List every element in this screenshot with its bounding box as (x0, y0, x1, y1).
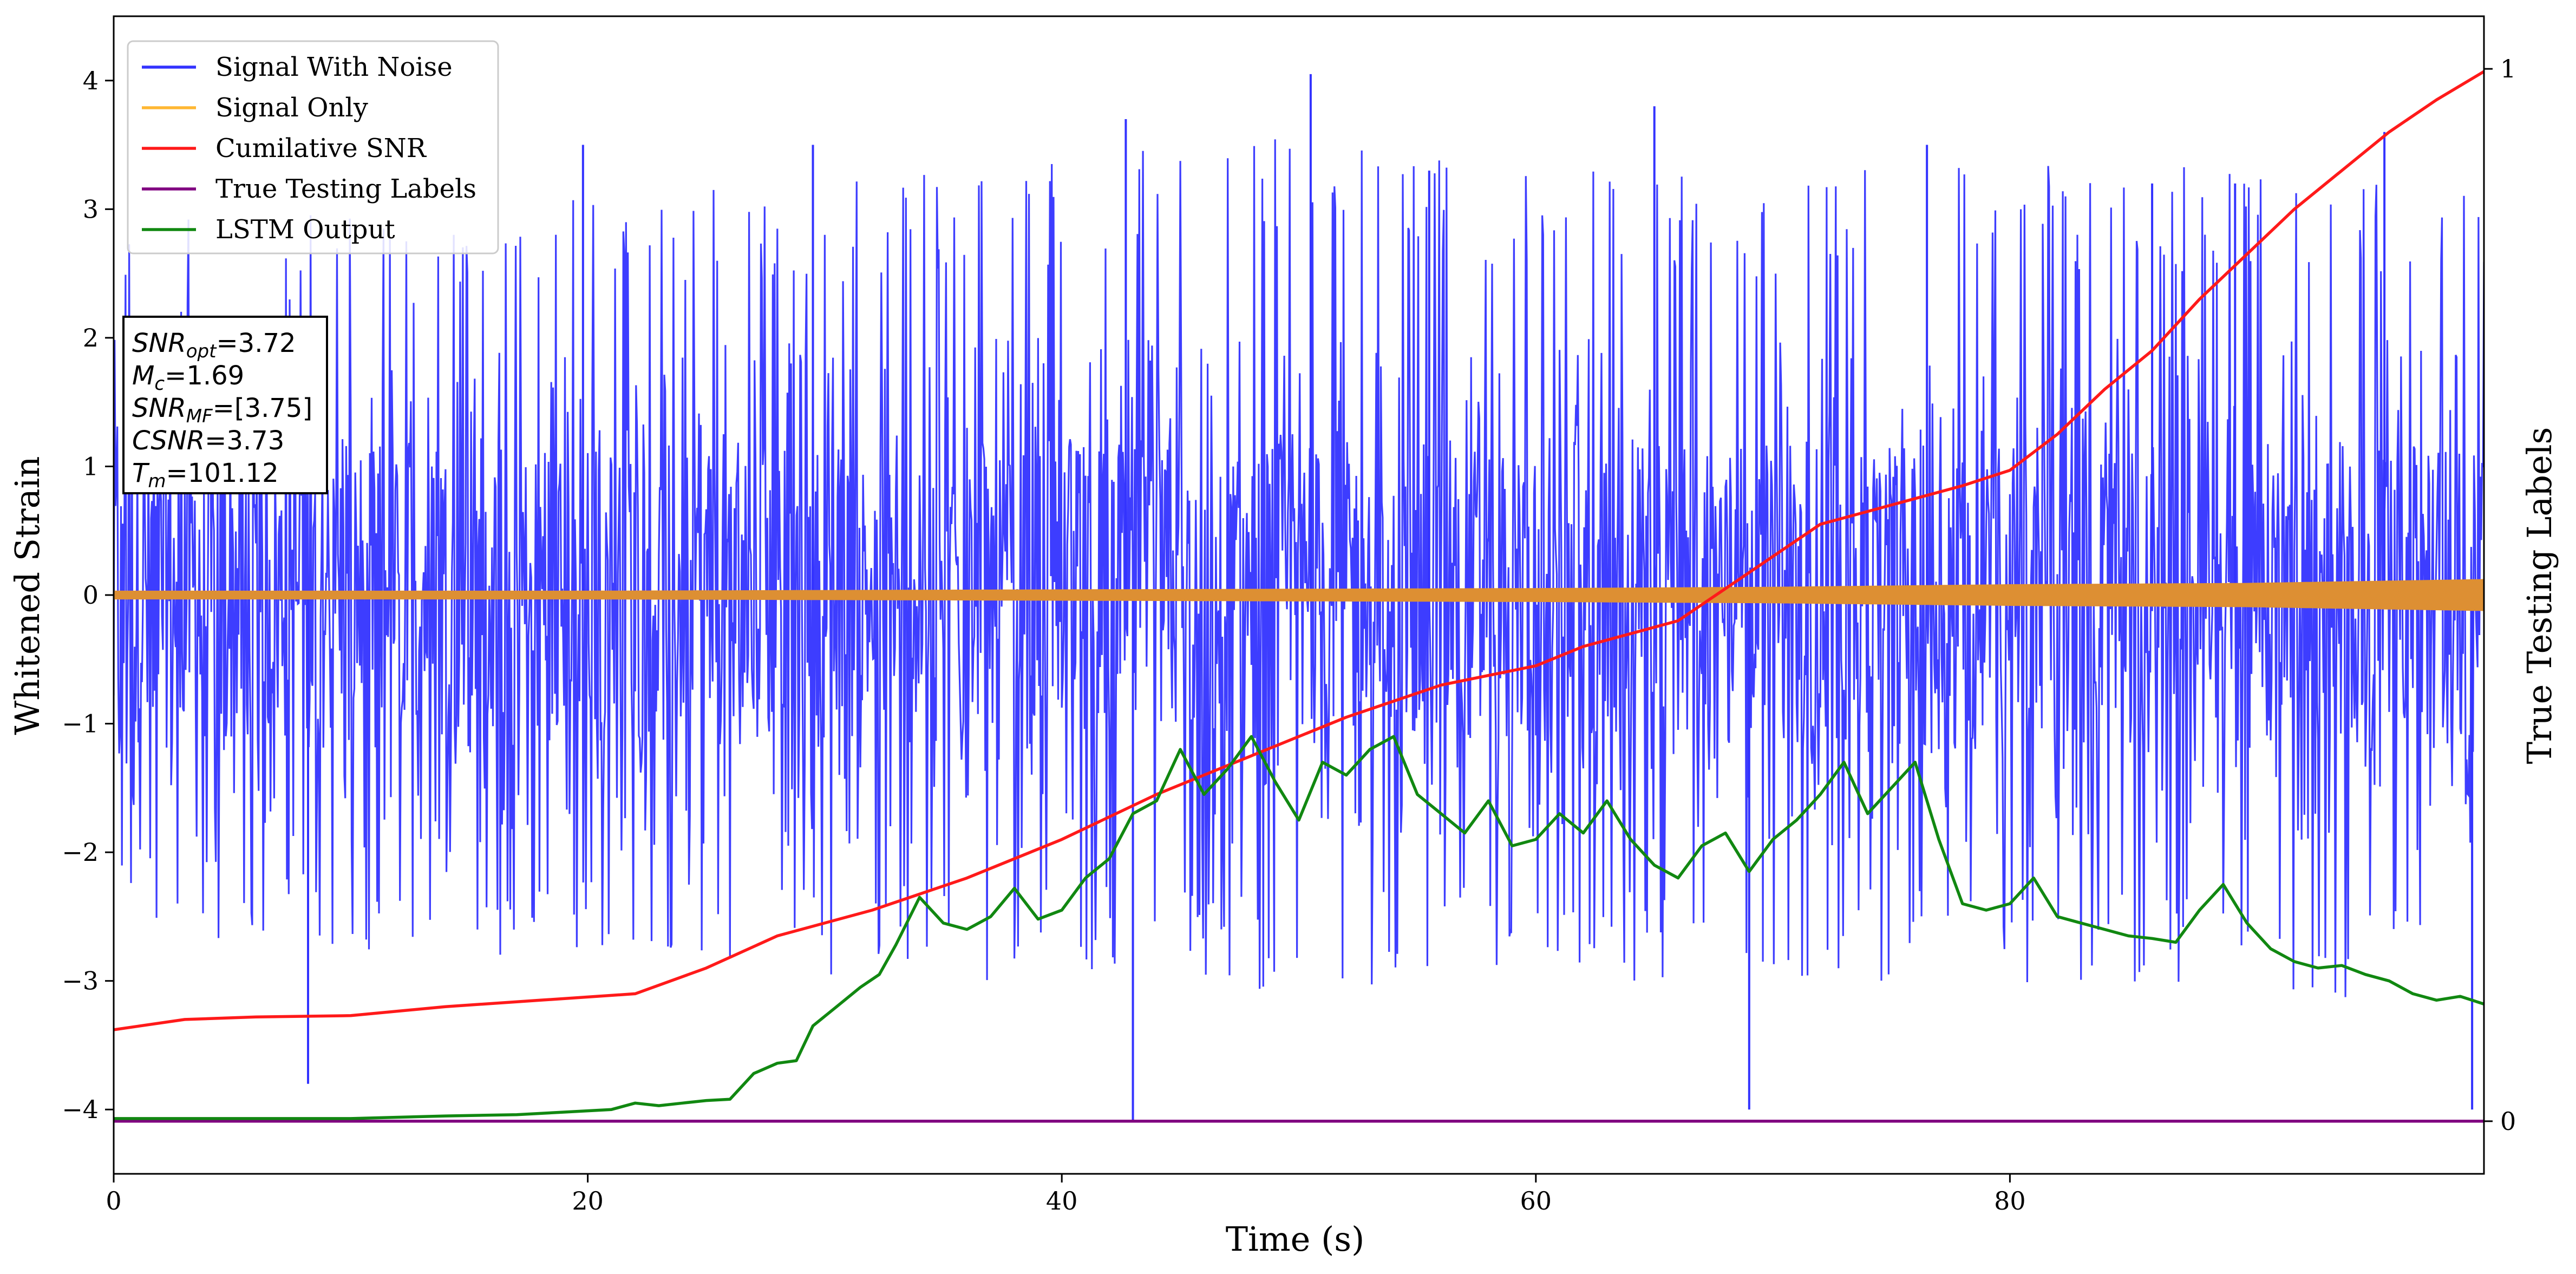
lstm-output-line (114, 735, 2484, 1120)
legend-box (127, 40, 499, 254)
legend-entry: Cumilative SNR (215, 133, 427, 164)
y-tick-label: 0 (83, 580, 99, 610)
y-tick-label: −2 (62, 838, 99, 867)
y-tick-label: −1 (62, 709, 99, 739)
legend-entry: True Testing Labels (215, 174, 476, 204)
y-right-tick-label: 1 (2500, 54, 2516, 83)
noise-trace (114, 139, 2484, 997)
y-axis-label: Whitened Strain (8, 456, 47, 735)
annotation-line: Mc=1.69 (132, 361, 244, 395)
legend-entry: LSTM Output (215, 214, 395, 245)
x-tick-label: 20 (572, 1186, 604, 1216)
legend: Signal With Noise Signal Only Cumilative S… (127, 40, 499, 254)
y-tick-label: 1 (83, 452, 99, 481)
y-axis-left: −4 −3 −2 −1 0 1 2 3 4 (62, 66, 114, 1124)
y-tick-label: 3 (83, 194, 99, 224)
annotation-frame (122, 316, 328, 494)
cumulative-snr-line (114, 70, 2484, 1031)
y-tick-label: −3 (62, 966, 99, 996)
y-axis-right: 01 (2484, 54, 2516, 1136)
y-tick-label: 2 (83, 323, 99, 352)
x-axis: 0 20 40 60 80 (106, 1174, 2026, 1216)
annotation-line: SNRMF=[3.75] (132, 393, 312, 427)
annotation-line: Tm=101.12 (132, 458, 279, 492)
series-signal-only (114, 579, 2484, 611)
signal-only-envelope (114, 579, 2484, 611)
plot-area (114, 70, 2484, 1123)
legend-entry: Signal With Noise (215, 52, 453, 82)
y-tick-label: −4 (62, 1095, 99, 1124)
x-axis-label: Time (s) (1226, 1219, 1365, 1259)
y-right-tick-label: 0 (2500, 1107, 2516, 1136)
x-tick-label: 80 (1994, 1186, 2026, 1216)
x-tick-label: 40 (1046, 1186, 1078, 1216)
legend-entry: Signal Only (215, 93, 368, 123)
annotation-line: CSNR=3.73 (132, 426, 284, 456)
y-tick-label: 4 (83, 66, 99, 95)
x-tick-label: 0 (106, 1186, 121, 1216)
y-axis-right-label: True Testing Labels (2520, 427, 2559, 765)
series-lines (114, 70, 2484, 1123)
x-tick-label: 60 (1520, 1186, 1552, 1216)
series-signal-with-noise (114, 74, 2484, 1122)
annotation-line: SNRopt=3.72 (132, 328, 296, 362)
parameter-annotation-box: SNRopt=3.72Mc=1.69SNRMF=[3.75]CSNR=3.73T… (122, 316, 328, 494)
